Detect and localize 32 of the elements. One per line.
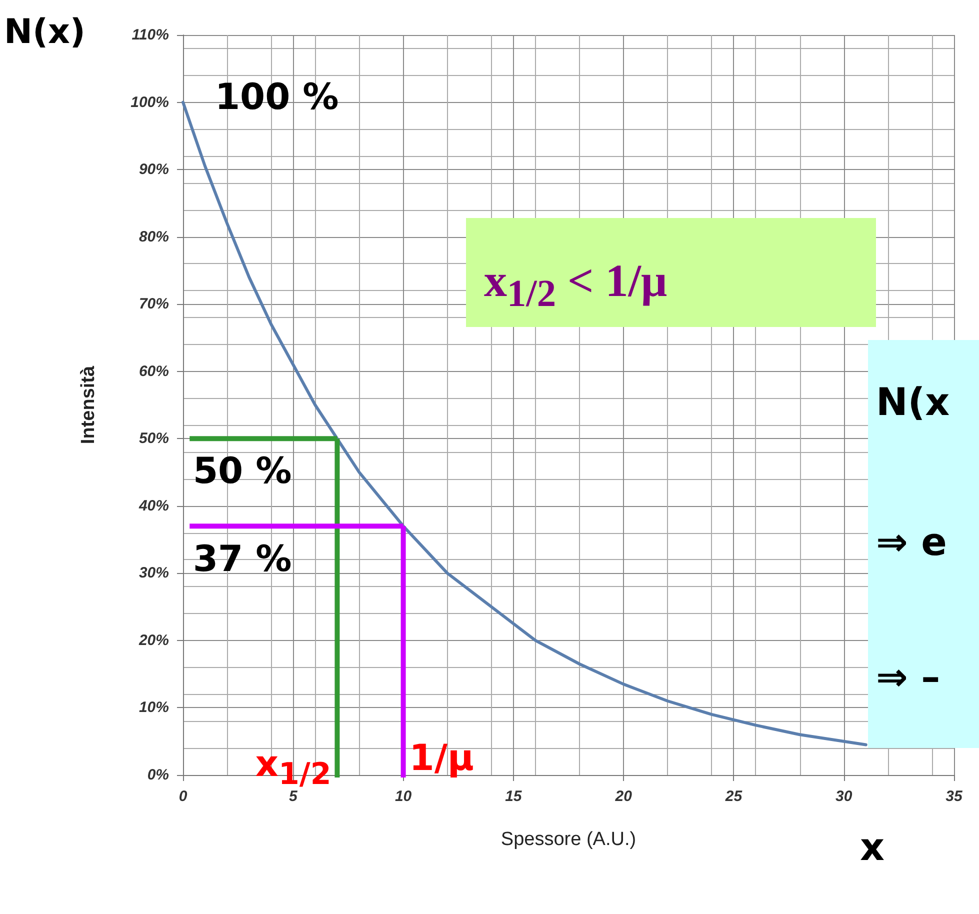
y-tick-label: 110% xyxy=(132,26,169,44)
ref-line-label: 37 % xyxy=(193,538,292,580)
text: N(x) xyxy=(4,12,86,52)
y-axis-title: Intensità xyxy=(78,366,99,444)
y-tick-label: 0% xyxy=(147,766,169,784)
y-tick-label: 10% xyxy=(138,699,169,716)
y-tick-label: 80% xyxy=(138,228,169,246)
x-tick-label: 25 xyxy=(724,788,743,805)
x-tick-label: 15 xyxy=(505,788,522,805)
x-tick-label: 30 xyxy=(836,788,853,805)
y-tick-label: 90% xyxy=(138,161,169,178)
annotation: N(x xyxy=(876,380,950,425)
text: x xyxy=(860,825,885,870)
y-tick-label: 40% xyxy=(138,497,169,514)
x-tick-label: 20 xyxy=(614,788,633,805)
annotation: 100 % xyxy=(215,76,339,118)
x-tick-label: 35 xyxy=(946,788,963,805)
y-tick-label: 100% xyxy=(130,94,169,111)
y-tick-label: 50% xyxy=(138,430,169,448)
x-tick-label: 10 xyxy=(394,788,412,805)
x-axis-title: Spessore (A.U.) xyxy=(500,829,636,850)
y-tick-label: 30% xyxy=(138,564,169,582)
y-tick-label: 70% xyxy=(138,296,169,313)
annotation: ⇒ e xyxy=(876,520,947,565)
annotation: ⇒ – xyxy=(876,655,940,700)
annotation: x$_{1/2}$ < 1/μ xyxy=(484,255,668,316)
note-box: x$_{1/2}$ < 1/μ xyxy=(466,218,876,327)
ref-line-label: 1/μ xyxy=(409,738,474,779)
ref-line-label: 50 % xyxy=(193,451,292,493)
y-tick-label: 60% xyxy=(138,362,169,380)
y-tick-label: 20% xyxy=(138,632,169,649)
x-tick-label: 0 xyxy=(178,788,188,805)
